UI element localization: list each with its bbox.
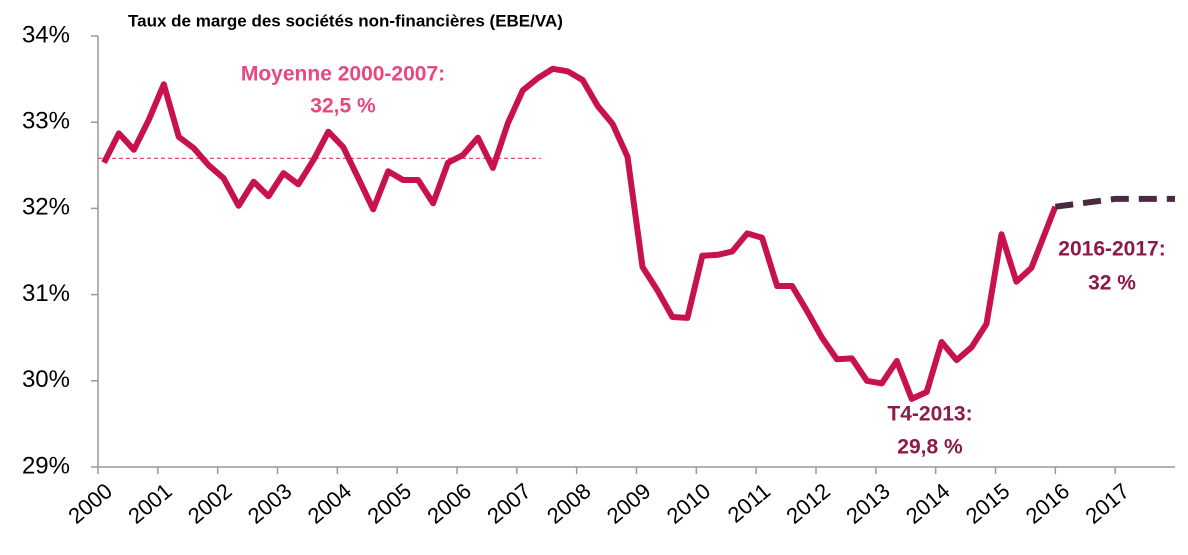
y-tick-label: 31% — [22, 280, 70, 307]
x-tick-label: 2013 — [841, 478, 895, 529]
annotation-text: 2016-2017: — [1058, 238, 1165, 261]
x-tick-label: 2005 — [363, 478, 417, 529]
annotation: T4-2013: 29,8 % — [887, 403, 972, 459]
x-tick-label: 2010 — [662, 478, 716, 529]
x-tick-label: 2017 — [1081, 478, 1135, 529]
annotation: Moyenne 2000-2007: 32,5 % — [241, 63, 445, 118]
x-tick-label: 2014 — [901, 478, 955, 529]
x-tick-label: 2004 — [303, 478, 357, 529]
annotation-text: 32 % — [1088, 272, 1136, 295]
x-tick-label: 2012 — [781, 478, 835, 529]
x-tick-label: 2001 — [123, 478, 177, 529]
x-tick-label: 2011 — [723, 478, 775, 528]
x-tick-label: 2006 — [422, 478, 476, 529]
x-tick-label: 2016 — [1021, 478, 1075, 529]
x-tick-label: 2002 — [183, 478, 237, 529]
y-tick-label: 29% — [22, 452, 70, 479]
x-tick-label: 2009 — [602, 478, 656, 529]
data-line — [1054, 195, 1175, 210]
data-line — [101, 65, 1059, 402]
x-tick-label: 2007 — [482, 478, 536, 529]
annotation-text: 29,8 % — [897, 436, 963, 459]
x-tick-label: 2015 — [961, 478, 1015, 529]
chart-title: Taux de marge des sociétés non-financièr… — [128, 11, 563, 30]
annotation-text: Moyenne 2000-2007: — [241, 63, 445, 86]
x-tick-label: 2000 — [63, 478, 117, 529]
y-tick-label: 34% — [22, 21, 70, 48]
y-tick-label: 30% — [22, 366, 70, 393]
x-tick-label: 2008 — [542, 478, 596, 529]
y-tick-label: 32% — [22, 194, 70, 221]
annotation-text: T4-2013: — [887, 403, 972, 426]
y-tick-label: 33% — [22, 108, 70, 135]
annotation: 2016-2017: 32 % — [1058, 238, 1165, 295]
annotation-text: 32,5 % — [310, 95, 376, 118]
x-tick-label: 2003 — [243, 478, 297, 529]
